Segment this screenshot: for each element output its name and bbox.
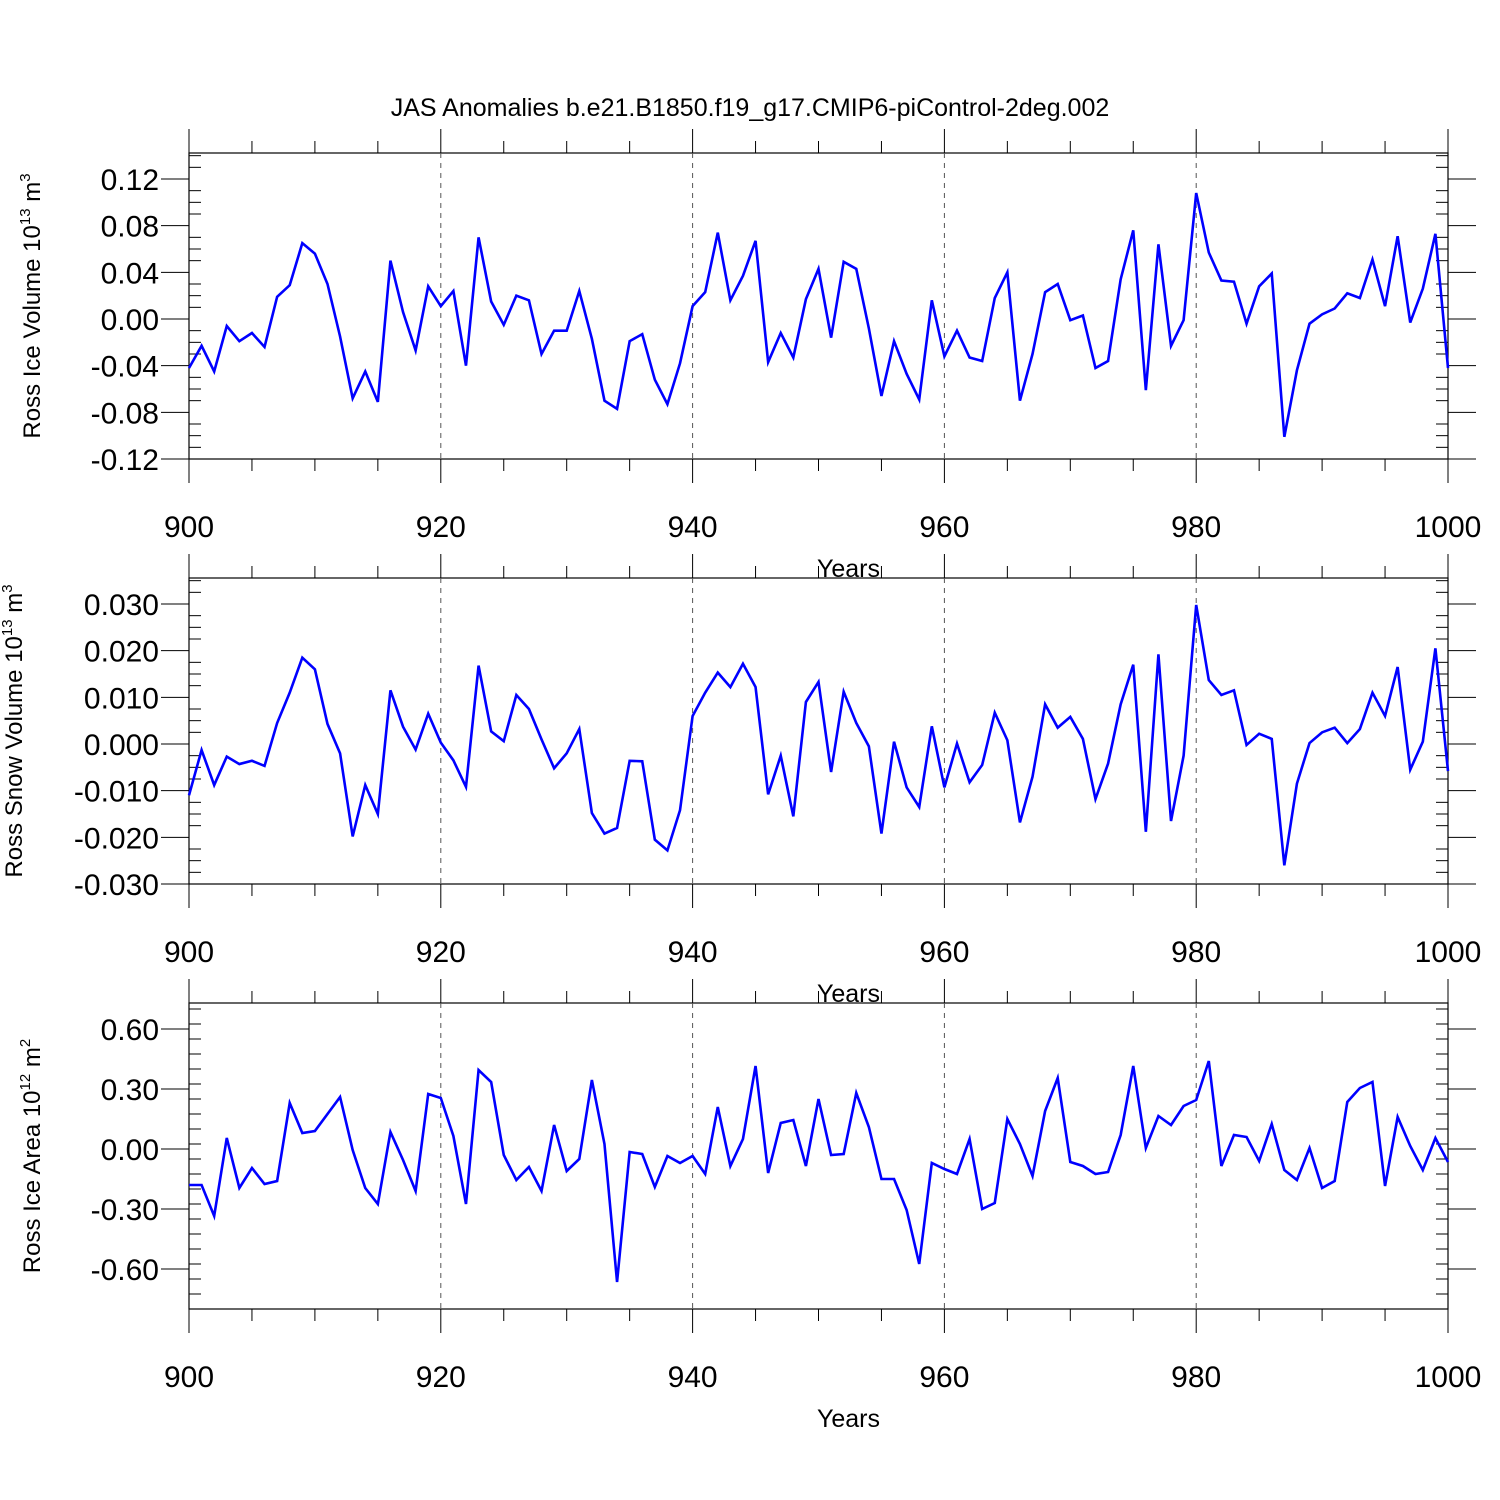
x-tick-label: 940	[668, 1361, 718, 1394]
y-tick-label: -0.30	[91, 1194, 159, 1227]
chart-panel-3: -0.60 -0.30 0.00 0.30 0.60 900 920 940 960 980 100…	[17, 979, 1481, 1433]
plot-frame	[188, 152, 1449, 460]
x-axis-title: Years	[817, 980, 880, 1008]
x-tick-label: 1000	[1415, 936, 1482, 969]
y-axis-title: Ross Ice Area 1012 m2	[17, 1039, 46, 1273]
chart-panel-2: -0.030 -0.020 -0.010 0.000 0.010 0.020 0.030 90…	[0, 554, 1481, 1008]
x-tick-label: 900	[164, 511, 214, 544]
panels: -0.12 -0.08 -0.04 0.00 0.04 0.08 0.12 900 920 940…	[0, 129, 1481, 1433]
figure-title: JAS Anomalies b.e21.B1850.f19_g17.CMIP6-…	[391, 94, 1110, 122]
y-tick-label: 0.00	[101, 1134, 159, 1167]
y-axis-title: Ross Snow Volume 1013 m3	[0, 584, 28, 877]
chart-panel-1: -0.12 -0.08 -0.04 0.00 0.04 0.08 0.12 900 920 940…	[17, 129, 1481, 583]
x-tick-label: 900	[164, 1361, 214, 1394]
y-tick-label: 0.04	[101, 257, 159, 290]
y-axis-title: Ross Ice Volume 1013 m3	[17, 173, 46, 438]
x-tick-label: 960	[919, 1361, 969, 1394]
x-tick-label: 940	[668, 511, 718, 544]
x-tick-label: 960	[919, 936, 969, 969]
y-tick-label: -0.020	[74, 822, 159, 855]
y-tick-label: -0.08	[91, 397, 159, 430]
x-tick-label: 1000	[1415, 1361, 1482, 1394]
plot-frame	[188, 1002, 1449, 1310]
y-tick-label: 0.00	[101, 304, 159, 337]
x-axis-title: Years	[817, 1405, 880, 1433]
y-tick-label: -0.010	[74, 776, 159, 809]
y-tick-label: -0.04	[91, 351, 159, 384]
y-tick-label: 0.020	[84, 636, 159, 669]
series-line	[187, 192, 1450, 438]
y-tick-label: 0.30	[101, 1074, 159, 1107]
series-line	[187, 604, 1450, 866]
y-tick-label: 0.010	[84, 682, 159, 715]
x-tick-label: 960	[919, 511, 969, 544]
x-tick-label: 920	[416, 1361, 466, 1394]
x-tick-label: 1000	[1415, 511, 1482, 544]
x-tick-label: 900	[164, 936, 214, 969]
x-tick-label: 980	[1171, 511, 1221, 544]
y-tick-label: -0.030	[74, 869, 159, 902]
x-tick-label: 940	[668, 936, 718, 969]
y-tick-label: 0.030	[84, 589, 159, 622]
y-tick-label: 0.12	[101, 164, 159, 197]
x-tick-label: 920	[416, 936, 466, 969]
x-tick-label: 980	[1171, 936, 1221, 969]
x-tick-label: 980	[1171, 1361, 1221, 1394]
plot-frame	[188, 577, 1449, 885]
y-tick-label: 0.000	[84, 729, 159, 762]
y-tick-label: 0.60	[101, 1014, 159, 1047]
y-tick-label: -0.12	[91, 444, 159, 477]
y-tick-label: -0.60	[91, 1254, 159, 1287]
y-tick-label: 0.08	[101, 211, 159, 244]
series-line	[189, 1060, 1450, 1283]
x-axis-title: Years	[817, 555, 880, 583]
x-tick-label: 920	[416, 511, 466, 544]
